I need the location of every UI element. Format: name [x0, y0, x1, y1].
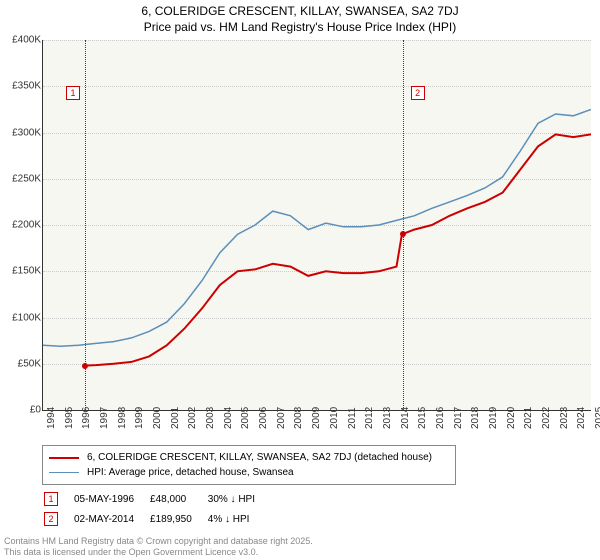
- marker-price-2: £189,950: [150, 510, 206, 528]
- x-axis-label: 2018: [470, 407, 481, 429]
- x-axis-label: 2017: [453, 407, 464, 429]
- x-axis-label: 1996: [81, 407, 92, 429]
- y-axis-label: £100K: [1, 312, 41, 323]
- marker-dot: [82, 363, 88, 369]
- marker-diff-2: 4% ↓ HPI: [208, 510, 269, 528]
- series-hpi: [43, 109, 591, 346]
- marker-diff-1: 30% ↓ HPI: [208, 490, 269, 508]
- y-axis-label: £250K: [1, 173, 41, 184]
- y-axis-label: £350K: [1, 81, 41, 92]
- x-axis-label: 2003: [205, 407, 216, 429]
- legend-label-hpi: HPI: Average price, detached house, Swan…: [87, 465, 294, 480]
- x-axis-label: 2024: [576, 407, 587, 429]
- marker-id-1: 1: [44, 492, 58, 506]
- x-axis-label: 2014: [400, 407, 411, 429]
- marker-id-2: 2: [44, 512, 58, 526]
- x-axis-label: 2016: [435, 407, 446, 429]
- x-axis-label: 2010: [329, 407, 340, 429]
- legend-label-property: 6, COLERIDGE CRESCENT, KILLAY, SWANSEA, …: [87, 450, 432, 465]
- x-axis-label: 1995: [64, 407, 75, 429]
- chart-title: 6, COLERIDGE CRESCENT, KILLAY, SWANSEA, …: [0, 0, 600, 35]
- x-axis-label: 2025: [594, 407, 600, 429]
- title-line1: 6, COLERIDGE CRESCENT, KILLAY, SWANSEA, …: [0, 4, 600, 20]
- x-axis-label: 2006: [258, 407, 269, 429]
- series-property_price: [85, 134, 592, 365]
- x-axis-label: 2022: [541, 407, 552, 429]
- attribution-line2: This data is licensed under the Open Gov…: [4, 547, 313, 558]
- x-axis-label: 2001: [170, 407, 181, 429]
- x-axis-label: 2004: [223, 407, 234, 429]
- y-axis-label: £150K: [1, 266, 41, 277]
- x-axis-label: 2019: [488, 407, 499, 429]
- attribution: Contains HM Land Registry data © Crown c…: [4, 536, 313, 558]
- marker-box: 1: [66, 86, 80, 100]
- x-axis-label: 2005: [240, 407, 251, 429]
- marker-dot: [400, 231, 406, 237]
- legend-row-1: 6, COLERIDGE CRESCENT, KILLAY, SWANSEA, …: [49, 450, 449, 465]
- legend: 6, COLERIDGE CRESCENT, KILLAY, SWANSEA, …: [42, 445, 456, 485]
- chart-container: 6, COLERIDGE CRESCENT, KILLAY, SWANSEA, …: [0, 0, 600, 560]
- x-axis-label: 1994: [46, 407, 57, 429]
- y-axis-label: £50K: [1, 358, 41, 369]
- plot-area: £0£50K£100K£150K£200K£250K£300K£350K£400…: [42, 40, 591, 411]
- marker-row: 1 05-MAY-1996 £48,000 30% ↓ HPI: [44, 490, 269, 508]
- y-axis-label: £300K: [1, 127, 41, 138]
- x-axis-label: 2021: [523, 407, 534, 429]
- x-axis-label: 2008: [293, 407, 304, 429]
- marker-date-1: 05-MAY-1996: [74, 490, 148, 508]
- title-line2: Price paid vs. HM Land Registry's House …: [0, 20, 600, 36]
- marker-date-2: 02-MAY-2014: [74, 510, 148, 528]
- attribution-line1: Contains HM Land Registry data © Crown c…: [4, 536, 313, 547]
- x-axis-label: 2007: [276, 407, 287, 429]
- x-axis-label: 2002: [187, 407, 198, 429]
- x-axis-label: 1999: [134, 407, 145, 429]
- y-axis-label: £200K: [1, 220, 41, 231]
- x-axis-label: 2013: [382, 407, 393, 429]
- y-axis-label: £400K: [1, 35, 41, 46]
- x-axis-label: 2000: [152, 407, 163, 429]
- x-axis-label: 2023: [559, 407, 570, 429]
- marker-box: 2: [411, 86, 425, 100]
- marker-row: 2 02-MAY-2014 £189,950 4% ↓ HPI: [44, 510, 269, 528]
- legend-row-2: HPI: Average price, detached house, Swan…: [49, 465, 449, 480]
- y-axis-label: £0: [1, 405, 41, 416]
- legend-swatch-hpi: [49, 472, 79, 474]
- marker-price-1: £48,000: [150, 490, 206, 508]
- x-axis-label: 2009: [311, 407, 322, 429]
- legend-swatch-property: [49, 457, 79, 459]
- x-axis-label: 1998: [117, 407, 128, 429]
- chart-lines: [43, 40, 591, 410]
- x-axis-label: 2011: [347, 407, 358, 429]
- x-axis-label: 2012: [364, 407, 375, 429]
- x-axis-label: 2020: [506, 407, 517, 429]
- markers-table: 1 05-MAY-1996 £48,000 30% ↓ HPI 2 02-MAY…: [42, 488, 271, 530]
- x-axis-label: 2015: [417, 407, 428, 429]
- x-axis-label: 1997: [99, 407, 110, 429]
